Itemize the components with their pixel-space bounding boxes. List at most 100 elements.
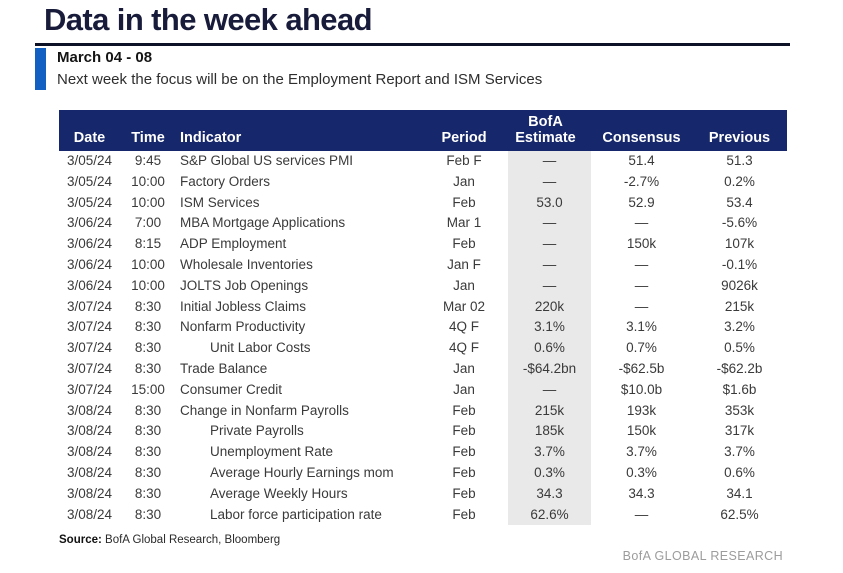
cell-period: Jan F xyxy=(447,256,481,272)
cell-bofa-estimate: 220k xyxy=(500,296,591,318)
economic-calendar-table: Date Time Indicator Period BofA Estimate… xyxy=(59,110,787,526)
cell-period: Jan xyxy=(453,360,475,376)
cell-date: 3/08/24 xyxy=(66,464,113,480)
cell-period: Jan xyxy=(453,173,475,189)
cell-date: 3/06/24 xyxy=(66,277,113,293)
table-row: 3/08/24 8:30 Private Payrolls Feb 185k 150k 31… xyxy=(59,421,787,443)
cell-consensus: 51.4 xyxy=(628,153,655,168)
table-row: 3/06/24 8:15 ADP Employment Feb — 150k 107k xyxy=(59,234,787,255)
cell-period: Feb F xyxy=(446,153,482,168)
cell-date: 3/05/24 xyxy=(66,194,113,210)
col-header-bofa-estimate: BofA Estimate xyxy=(500,114,591,151)
cell-bofa-estimate: 215k xyxy=(500,400,591,422)
cell-indicator: JOLTS Job Openings xyxy=(180,277,309,293)
cell-previous: 0.6% xyxy=(724,464,755,480)
cell-previous: 0.2% xyxy=(724,173,755,189)
cell-indicator: Unit Labor Costs xyxy=(210,340,311,356)
cell-date: 3/06/24 xyxy=(66,236,113,252)
cell-consensus: — xyxy=(634,256,649,272)
table-header-row: Date Time Indicator Period BofA Estimate… xyxy=(59,110,787,151)
table-row: 3/07/24 15:00 Consumer Credit Jan — $10.0b $1.… xyxy=(59,379,787,401)
cell-date: 3/07/24 xyxy=(66,319,113,335)
source-note: Source: BofA Global Research, Bloomberg xyxy=(59,534,280,546)
cell-consensus: 3.7% xyxy=(626,444,657,460)
cell-period: Mar 1 xyxy=(446,215,482,231)
cell-period: Feb xyxy=(452,506,476,522)
cell-time: 8:30 xyxy=(134,444,162,460)
cell-date: 3/05/24 xyxy=(66,153,113,168)
cell-indicator: ISM Services xyxy=(180,194,260,210)
cell-date: 3/08/24 xyxy=(66,485,113,501)
cell-previous: $1.6b xyxy=(722,381,757,397)
cell-consensus: -$62.5b xyxy=(618,360,665,376)
cell-indicator: Labor force participation rate xyxy=(210,506,382,522)
cell-previous: 34.1 xyxy=(726,485,753,501)
source-label: Source: xyxy=(59,534,102,546)
cell-bofa-estimate: — xyxy=(500,171,591,193)
cell-previous: 215k xyxy=(724,298,755,314)
cell-previous: 53.4 xyxy=(726,194,753,210)
cell-period: Feb xyxy=(452,423,476,439)
cell-indicator: S&P Global US services PMI xyxy=(180,153,354,168)
cell-consensus: — xyxy=(634,506,649,522)
cell-indicator: Factory Orders xyxy=(180,173,271,189)
cell-time: 8:30 xyxy=(134,360,162,376)
cell-time: 8:15 xyxy=(134,236,162,252)
cell-date: 3/08/24 xyxy=(66,423,113,439)
cell-indicator: Wholesale Inventories xyxy=(180,256,313,272)
cell-time: 8:30 xyxy=(134,340,162,356)
cell-date: 3/07/24 xyxy=(66,360,113,376)
table-body: 3/05/24 9:45 S&P Global US services PMI Feb… xyxy=(59,151,787,526)
cell-bofa-estimate: 0.6% xyxy=(500,338,591,359)
cell-time: 10:00 xyxy=(131,256,165,272)
cell-consensus: 3.1% xyxy=(626,319,657,335)
cell-bofa-estimate: — xyxy=(500,379,591,401)
cell-time: 10:00 xyxy=(131,173,165,189)
cell-time: 8:30 xyxy=(134,319,162,335)
col-header-time: Time xyxy=(131,130,165,146)
cell-date: 3/08/24 xyxy=(66,444,113,460)
cell-previous: 3.2% xyxy=(724,319,755,335)
col-header-date: Date xyxy=(73,130,106,146)
cell-indicator: Trade Balance xyxy=(180,360,268,376)
cell-time: 8:30 xyxy=(134,402,162,418)
table-row: 3/08/24 8:30 Average Hourly Earnings mom Fe… xyxy=(59,462,787,484)
cell-bofa-estimate: — xyxy=(500,213,591,235)
table-row: 3/07/24 8:30 Initial Jobless Claims Mar 02 2… xyxy=(59,296,787,318)
cell-previous: -5.6% xyxy=(721,215,758,231)
cell-bofa-estimate: — xyxy=(500,254,591,276)
cell-indicator: MBA Mortgage Applications xyxy=(180,215,346,231)
cell-period: Feb xyxy=(452,194,476,210)
table-row: 3/07/24 8:30 Unit Labor Costs 4Q F 0.6% 0.7% 0… xyxy=(59,338,787,359)
table-row: 3/06/24 7:00 MBA Mortgage Applications Mar … xyxy=(59,213,787,235)
col-header-consensus: Consensus xyxy=(602,130,681,146)
cell-indicator: Consumer Credit xyxy=(180,381,283,397)
cell-indicator: Initial Jobless Claims xyxy=(180,298,307,314)
cell-indicator: Private Payrolls xyxy=(210,423,304,439)
cell-time: 8:30 xyxy=(134,298,162,314)
cell-previous: 353k xyxy=(724,402,755,418)
col-header-bofa-estimate-line1: BofA xyxy=(528,114,563,130)
cell-bofa-estimate: 0.3% xyxy=(500,462,591,484)
cell-period: Jan xyxy=(453,277,475,293)
cell-previous: 317k xyxy=(724,423,755,439)
table-row: 3/05/24 10:00 Factory Orders Jan — -2.7% 0.2% xyxy=(59,171,787,193)
cell-time: 15:00 xyxy=(131,381,165,397)
cell-period: 4Q F xyxy=(448,340,479,356)
cell-period: Feb xyxy=(452,444,476,460)
cell-consensus: — xyxy=(634,298,649,314)
table-row: 3/08/24 8:30 Unemployment Rate Feb 3.7% 3.7% 3… xyxy=(59,442,787,463)
date-range: March 04 - 08 xyxy=(57,49,153,66)
cell-indicator: Change in Nonfarm Payrolls xyxy=(180,402,349,418)
cell-previous: 9026k xyxy=(721,277,758,293)
cell-consensus: 193k xyxy=(626,402,657,418)
cell-time: 10:00 xyxy=(131,194,165,210)
cell-previous: 51.3 xyxy=(726,153,753,168)
cell-date: 3/05/24 xyxy=(66,173,113,189)
cell-time: 9:45 xyxy=(134,153,162,168)
cell-indicator: Average Weekly Hours xyxy=(210,485,348,501)
cell-bofa-estimate: 3.7% xyxy=(500,442,591,463)
cell-previous: -0.1% xyxy=(721,256,758,272)
callout-description: Next week the focus will be on the Emplo… xyxy=(57,71,543,88)
